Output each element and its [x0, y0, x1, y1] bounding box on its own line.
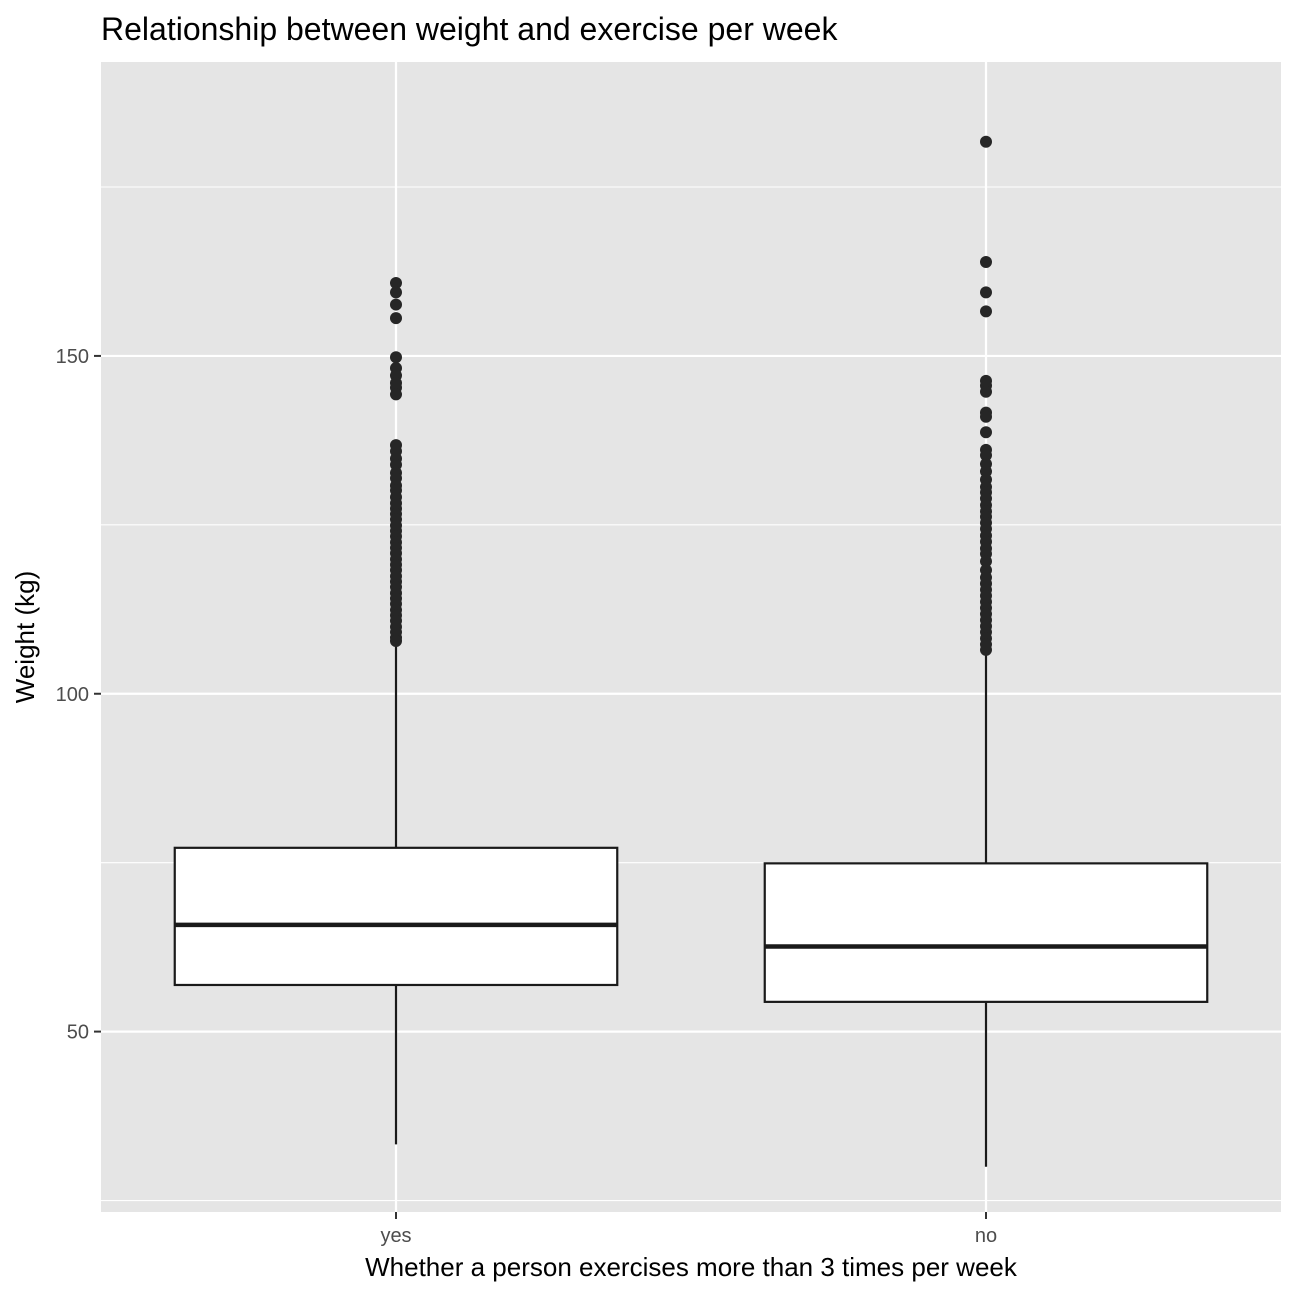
y-tick-label: 150: [56, 346, 89, 368]
outlier-point: [980, 305, 992, 318]
plot-panel: [101, 62, 1281, 1212]
outlier-point: [390, 635, 402, 648]
chart-title: Relationship between weight and exercise…: [101, 11, 838, 47]
outlier-point: [980, 135, 992, 148]
y-axis-title: Weight (kg): [10, 571, 40, 703]
outlier-point: [980, 426, 992, 439]
x-tick-label: no: [975, 1225, 997, 1247]
x-axis-title: Whether a person exercises more than 3 t…: [365, 1252, 1018, 1282]
outlier-point: [390, 286, 402, 299]
box-group-no: [763, 135, 1209, 1167]
y-tick-label: 100: [56, 684, 89, 706]
x-tick-label: yes: [380, 1225, 411, 1247]
outlier-point: [390, 298, 402, 311]
outlier-point: [390, 312, 402, 325]
outlier-point: [980, 449, 992, 462]
box-layer: [173, 135, 1209, 1167]
outlier-point: [980, 410, 992, 423]
y-tick-label: 50: [67, 1022, 89, 1044]
outlier-point: [390, 388, 402, 401]
outlier-point: [980, 286, 992, 299]
outlier-point: [980, 256, 992, 268]
box-group-yes: [173, 276, 619, 1145]
axis-layer: 50 100 150 yes no: [56, 346, 998, 1247]
outlier-point: [980, 385, 992, 398]
outlier-point: [980, 643, 992, 656]
iqr-box: [763, 862, 1209, 1003]
outlier-point: [390, 351, 402, 364]
outlier-point: [980, 555, 992, 568]
outlier-point: [390, 276, 402, 289]
iqr-box: [173, 846, 619, 987]
